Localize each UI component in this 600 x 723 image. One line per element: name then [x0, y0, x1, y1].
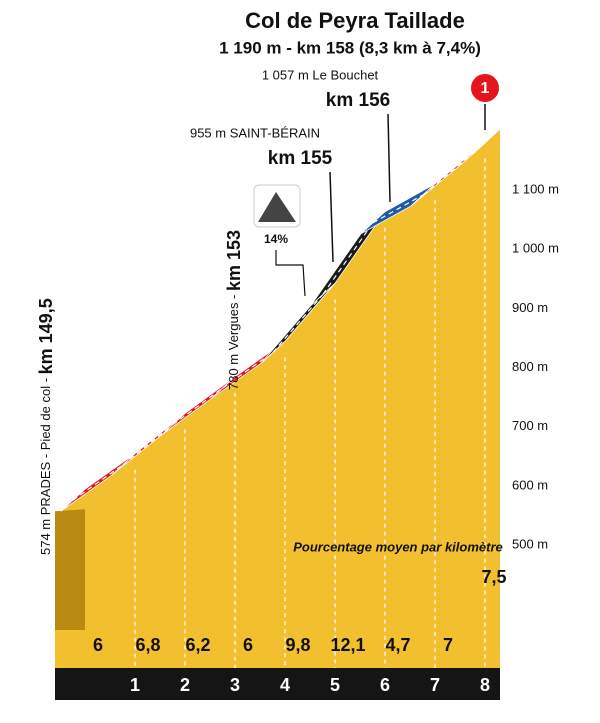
gradient-label: 9,8 [285, 635, 310, 655]
gradient-label: 6 [243, 635, 253, 655]
y-tick-label: 1 100 m [512, 181, 559, 196]
y-tick-label: 500 m [512, 536, 548, 551]
chart-title: Col de Peyra Taillade [245, 8, 465, 33]
waypoint-km: km 156 [326, 90, 390, 111]
km-label: 6 [380, 675, 390, 695]
steep-label: 14% [264, 232, 288, 246]
y-tick-label: 800 m [512, 359, 548, 374]
summit-marker [469, 72, 501, 104]
segment-centerline [472, 139, 489, 154]
km-label: 8 [480, 675, 490, 695]
km-label: 7 [430, 675, 440, 695]
segment-centerline [422, 153, 474, 196]
y-tick-label: 700 m [512, 418, 548, 433]
y-tick-label: 1 000 m [512, 241, 559, 256]
km-label: 2 [180, 675, 190, 695]
segment-centerline [222, 351, 274, 389]
y-tick-label: 900 m [512, 300, 548, 315]
leader-line [275, 250, 306, 297]
start-name: 574 m PRADES - Pied de col - [38, 374, 53, 555]
waypoint-km: km 153 [224, 230, 244, 291]
gradient-label: 6 [93, 635, 103, 655]
waypoint-label: 955 m SAINT-BÉRAIN [190, 125, 320, 140]
gradient-label: 12,1 [330, 635, 365, 655]
base-bar [55, 668, 500, 700]
waypoint-name: 780 m Vergues - [226, 291, 241, 390]
terrain [55, 129, 500, 630]
gradient-label: 7,5 [481, 567, 506, 587]
gradient-label: 6,2 [185, 635, 210, 655]
gradient-label: 4,7 [385, 635, 410, 655]
km-label: 1 [130, 675, 140, 695]
profile-area: 1 2 3 4 5 6 7 8 6 6,8 6,2 6 9,8 12,1 4,7 7 7,5 500 m 600 m… [55, 128, 559, 700]
segment-centerline [272, 293, 324, 353]
gradient-label: 6,8 [135, 635, 160, 655]
terrain-side [55, 509, 85, 668]
summit-marker-label: 1 [481, 80, 490, 97]
km-label: 5 [330, 675, 340, 695]
leader-line [329, 171, 334, 263]
waypoint-label: 1 057 m Le Bouchet [262, 67, 379, 82]
segment-centerline [322, 222, 374, 295]
start-km: km 149,5 [36, 298, 56, 374]
caption: Pourcentage moyen par kilomètre [293, 539, 503, 554]
y-tick-label: 600 m [512, 477, 548, 492]
chart-subtitle: 1 190 m - km 158 (8,3 km à 7,4%) [219, 38, 481, 57]
gradient-label: 7 [443, 635, 453, 655]
steep-icon [258, 192, 296, 222]
waypoint-label: 780 m Vergues - km 153 [224, 230, 244, 390]
waypoint-km: km 155 [268, 148, 333, 169]
segment-centerline [372, 194, 424, 224]
km-label: 4 [280, 675, 290, 695]
km-label: 3 [230, 675, 240, 695]
leader-line [387, 113, 391, 203]
segment-centerline [172, 387, 224, 425]
segment-centerline [122, 424, 174, 466]
segment-centerline [72, 464, 124, 501]
start-label: 574 m PRADES - Pied de col - km 149,5 [36, 298, 56, 555]
base-band [55, 630, 500, 668]
